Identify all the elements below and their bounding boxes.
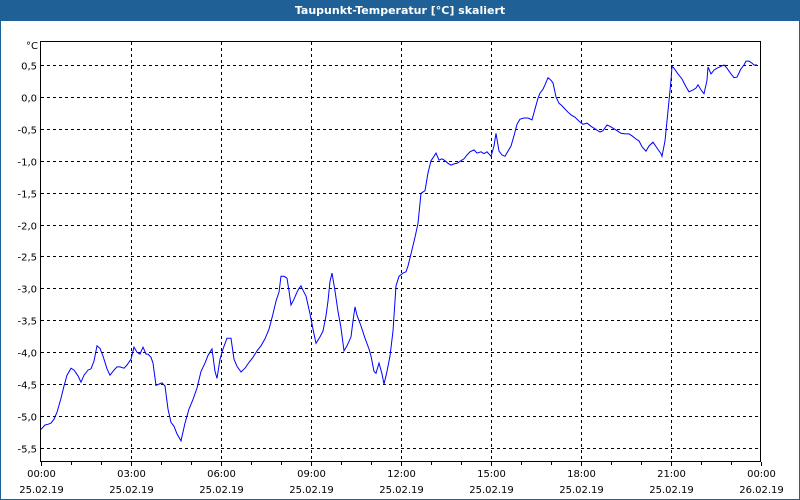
y-tick-label: -4,0: [17, 349, 37, 360]
x-tick-date-label: 26.02.19: [739, 485, 784, 496]
x-tick-date-label: 25.02.19: [199, 485, 244, 496]
x-tick-time-label: 21:00: [657, 469, 686, 480]
y-tick-label: 0,5: [21, 62, 37, 73]
y-tick-label: -3,5: [17, 317, 37, 328]
x-tick-date-label: 25.02.19: [469, 485, 514, 496]
y-tick-label: -5,0: [17, 413, 37, 424]
y-tick-label: -3,0: [17, 285, 37, 296]
x-tick-date-label: 25.02.19: [19, 485, 64, 496]
x-tick-time-label: 09:00: [297, 469, 326, 480]
x-tick-date-label: 25.02.19: [559, 485, 604, 496]
line-chart: °C 0,5 0,0 -0,5 -1,0 -1,5 -2,0 -2,5 -3,0 -3,5 -4,…: [17, 41, 784, 496]
x-tick-time-label: 03:00: [117, 469, 146, 480]
y-tick-label: -5,5: [17, 445, 37, 456]
x-tick-time-label: 12:00: [387, 469, 416, 480]
y-tick-label: -2,0: [17, 222, 37, 233]
plot-area-border: [40, 41, 761, 462]
x-tick-time-label: 00:00: [747, 469, 776, 480]
series-line: [40, 60, 757, 443]
y-axis-unit-label: °C: [26, 41, 38, 52]
x-tick-time-label: 00:00: [27, 469, 56, 480]
x-tick-time-label: 18:00: [567, 469, 596, 480]
y-tick-label: 0,0: [21, 94, 37, 105]
window-title: Taupunkt-Temperatur [°C] skaliert: [1, 1, 799, 21]
y-tick-label: -2,5: [17, 253, 37, 264]
y-tick-label: -0,5: [17, 126, 37, 137]
x-tick-date-label: 25.02.19: [289, 485, 334, 496]
y-tick-label: -1,5: [17, 190, 37, 201]
y-tick-label: -4,5: [17, 381, 37, 392]
x-tick-date-label: 25.02.19: [379, 485, 424, 496]
x-tick-time-label: 06:00: [207, 469, 236, 480]
y-tick-label: -1,0: [17, 158, 37, 169]
x-tick-date-label: 25.02.19: [109, 485, 154, 496]
x-tick-date-label: 25.02.19: [649, 485, 694, 496]
x-tick-time-label: 15:00: [477, 469, 506, 480]
